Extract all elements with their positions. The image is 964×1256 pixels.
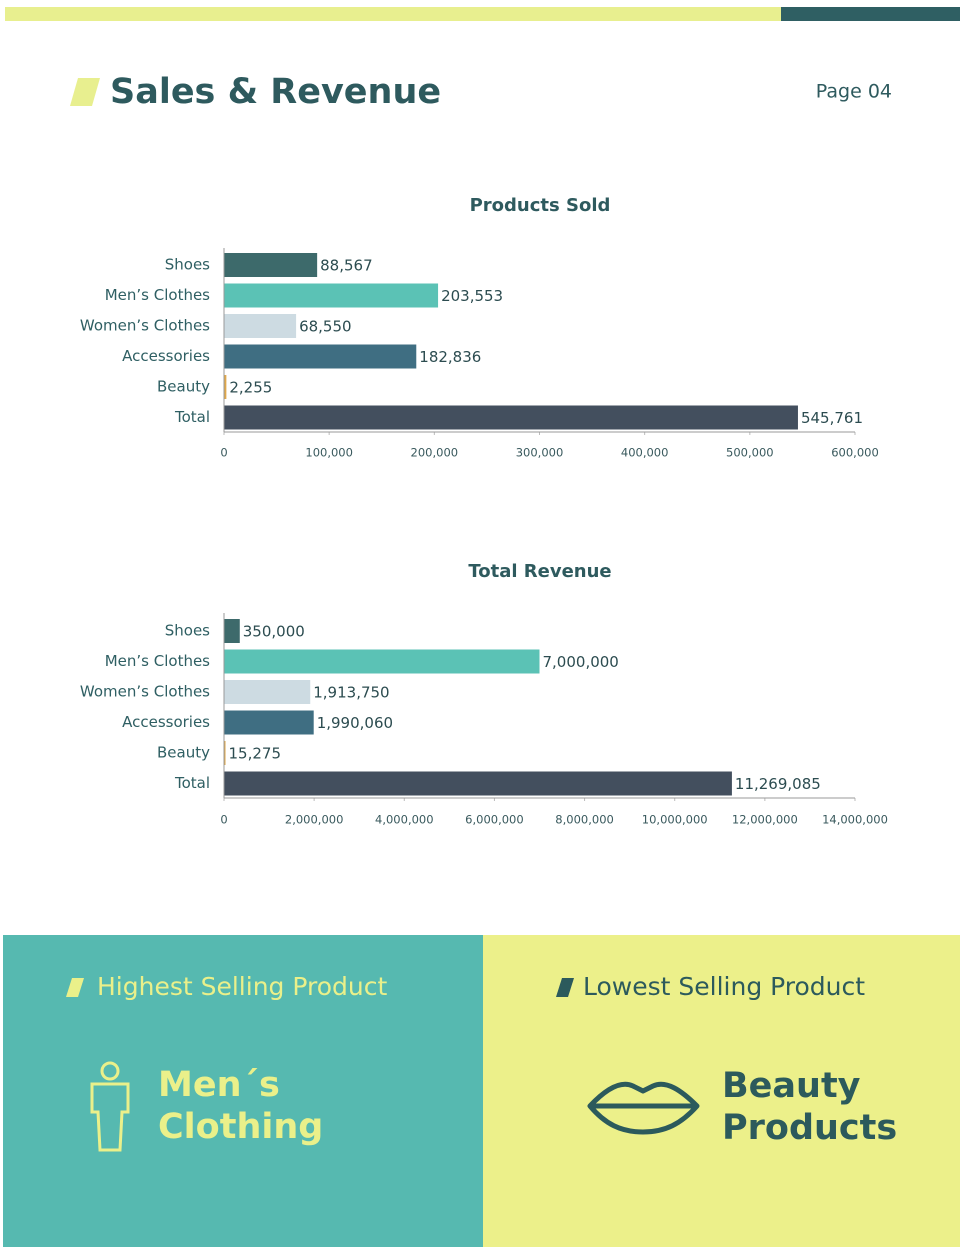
panel-heading: Highest Selling Product [97,972,387,1001]
y-tick-label: Women’s Clothes [80,317,210,335]
y-tick-label: Shoes [165,256,210,274]
value-label: 68,550 [299,318,352,336]
bar [224,375,227,399]
y-tick-label: Accessories [122,347,210,365]
panel-title: Clothing [158,1107,323,1147]
x-tick-label: 4,000,000 [375,813,434,827]
panel-slash [556,978,574,997]
x-tick-label: 6,000,000 [465,813,524,827]
bar [224,680,311,704]
bar [224,344,417,369]
panel-heading: Lowest Selling Product [583,972,865,1001]
x-tick-label: 300,000 [516,446,564,460]
bar [224,771,732,796]
value-label: 350,000 [243,623,305,641]
value-label: 11,269,085 [735,775,821,793]
bar [224,314,297,338]
x-tick-label: 0 [220,446,227,460]
value-label: 88,567 [320,257,373,275]
panel-title: Men´s [158,1065,280,1105]
bar [224,283,439,308]
value-label: 545,761 [801,409,863,427]
x-tick-label: 8,000,000 [555,813,614,827]
x-tick-label: 14,000,000 [822,813,888,827]
y-tick-label: Beauty [157,378,210,396]
y-tick-label: Women’s Clothes [80,683,210,701]
bar [224,649,540,674]
panel-slash [66,978,84,997]
chart-title: Products Sold [470,195,611,216]
bar [224,710,314,735]
x-tick-label: 2,000,000 [285,813,344,827]
page-number: Page 04 [816,81,892,103]
value-label: 1,913,750 [313,684,389,702]
y-tick-label: Total [174,408,210,426]
panel-title: Beauty [722,1066,861,1106]
value-label: 1,990,060 [317,714,393,732]
x-tick-label: 0 [220,813,227,827]
top-bar [5,7,781,21]
x-tick-label: 100,000 [305,446,353,460]
x-tick-label: 400,000 [621,446,669,460]
bar [224,253,318,277]
value-label: 203,553 [441,287,503,305]
lips-icon [587,1081,700,1135]
title-slash [70,78,100,106]
y-tick-label: Shoes [165,622,210,640]
value-label: 2,255 [229,379,272,397]
y-tick-label: Total [174,774,210,792]
x-tick-label: 500,000 [726,446,774,460]
top-bar-accent [781,7,960,21]
x-tick-label: 12,000,000 [732,813,798,827]
y-tick-label: Men’s Clothes [105,286,210,304]
bar [224,741,226,765]
y-tick-label: Men’s Clothes [105,652,210,670]
person-icon [90,1061,130,1152]
bar [224,405,798,430]
chart-title: Total Revenue [468,561,611,582]
x-tick-label: 200,000 [411,446,459,460]
y-tick-label: Beauty [157,744,210,762]
value-label: 15,275 [229,745,282,763]
y-tick-label: Accessories [122,713,210,731]
panel-title: Products [722,1108,897,1148]
value-label: 182,836 [419,348,481,366]
page-title: Sales & Revenue [110,72,441,112]
x-tick-label: 10,000,000 [642,813,708,827]
x-tick-label: 600,000 [831,446,879,460]
value-label: 7,000,000 [543,653,619,671]
panel-left [3,935,483,1247]
bar [224,619,240,643]
